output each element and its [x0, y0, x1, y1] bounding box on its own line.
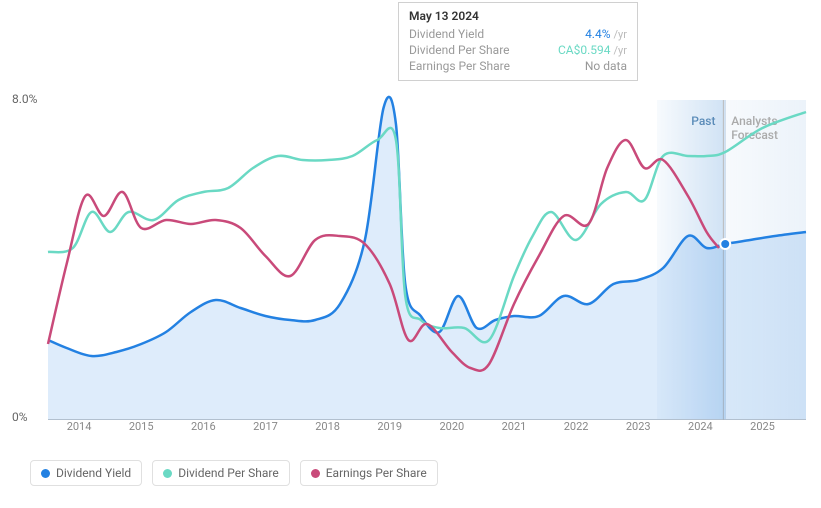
tooltip-row: Dividend Per Share CA$0.594/yr — [409, 42, 627, 58]
x-tick: 2014 — [67, 420, 92, 433]
x-tick: 2024 — [688, 420, 713, 433]
legend-item-dividend-yield[interactable]: Dividend Yield — [30, 460, 142, 486]
legend: Dividend Yield Dividend Per Share Earnings… — [30, 460, 438, 486]
x-tick: 2025 — [750, 420, 775, 433]
dividend-chart: May 13 2024 Dividend Yield4.4%/yrDividen… — [0, 0, 821, 508]
tooltip-date: May 13 2024 — [409, 9, 627, 23]
y-axis-max-label: 8.0% — [12, 92, 37, 106]
x-tick: 2019 — [377, 420, 402, 433]
tooltip-row-value: 4.4%/yr — [585, 27, 627, 41]
legend-dot-icon — [163, 469, 172, 478]
x-tick: 2021 — [502, 420, 527, 433]
tooltip-row-value: CA$0.594/yr — [558, 43, 627, 57]
legend-label: Dividend Per Share — [178, 466, 279, 480]
tooltip-row: Earnings Per Share No data — [409, 58, 627, 74]
x-tick: 2015 — [129, 420, 154, 433]
tooltip-row-label: Earnings Per Share — [409, 59, 510, 73]
legend-item-dividend-per-share[interactable]: Dividend Per Share — [152, 460, 290, 486]
y-axis-min-label: 0% — [12, 410, 28, 424]
legend-item-earnings-per-share[interactable]: Earnings Per Share — [300, 460, 438, 486]
hover-tooltip: May 13 2024 Dividend Yield4.4%/yrDividen… — [398, 2, 638, 81]
x-tick: 2022 — [564, 420, 589, 433]
x-tick: 2023 — [626, 420, 651, 433]
x-tick: 2017 — [253, 420, 278, 433]
chart-svg — [48, 100, 806, 420]
plot-area[interactable]: Past Analysts Forecast — [48, 100, 806, 420]
x-tick: 2016 — [191, 420, 216, 433]
tooltip-row-label: Dividend Yield — [409, 27, 484, 41]
x-tick: 2018 — [315, 420, 340, 433]
legend-label: Dividend Yield — [56, 466, 131, 480]
area-dividend-yield — [48, 97, 806, 420]
current-marker — [720, 239, 730, 249]
x-tick: 2020 — [439, 420, 464, 433]
tooltip-row-label: Dividend Per Share — [409, 43, 510, 57]
legend-dot-icon — [41, 469, 50, 478]
legend-label: Earnings Per Share — [326, 466, 427, 480]
tooltip-row: Dividend Yield 4.4%/yr — [409, 26, 627, 42]
legend-dot-icon — [311, 469, 320, 478]
tooltip-row-value: No data — [585, 59, 627, 73]
